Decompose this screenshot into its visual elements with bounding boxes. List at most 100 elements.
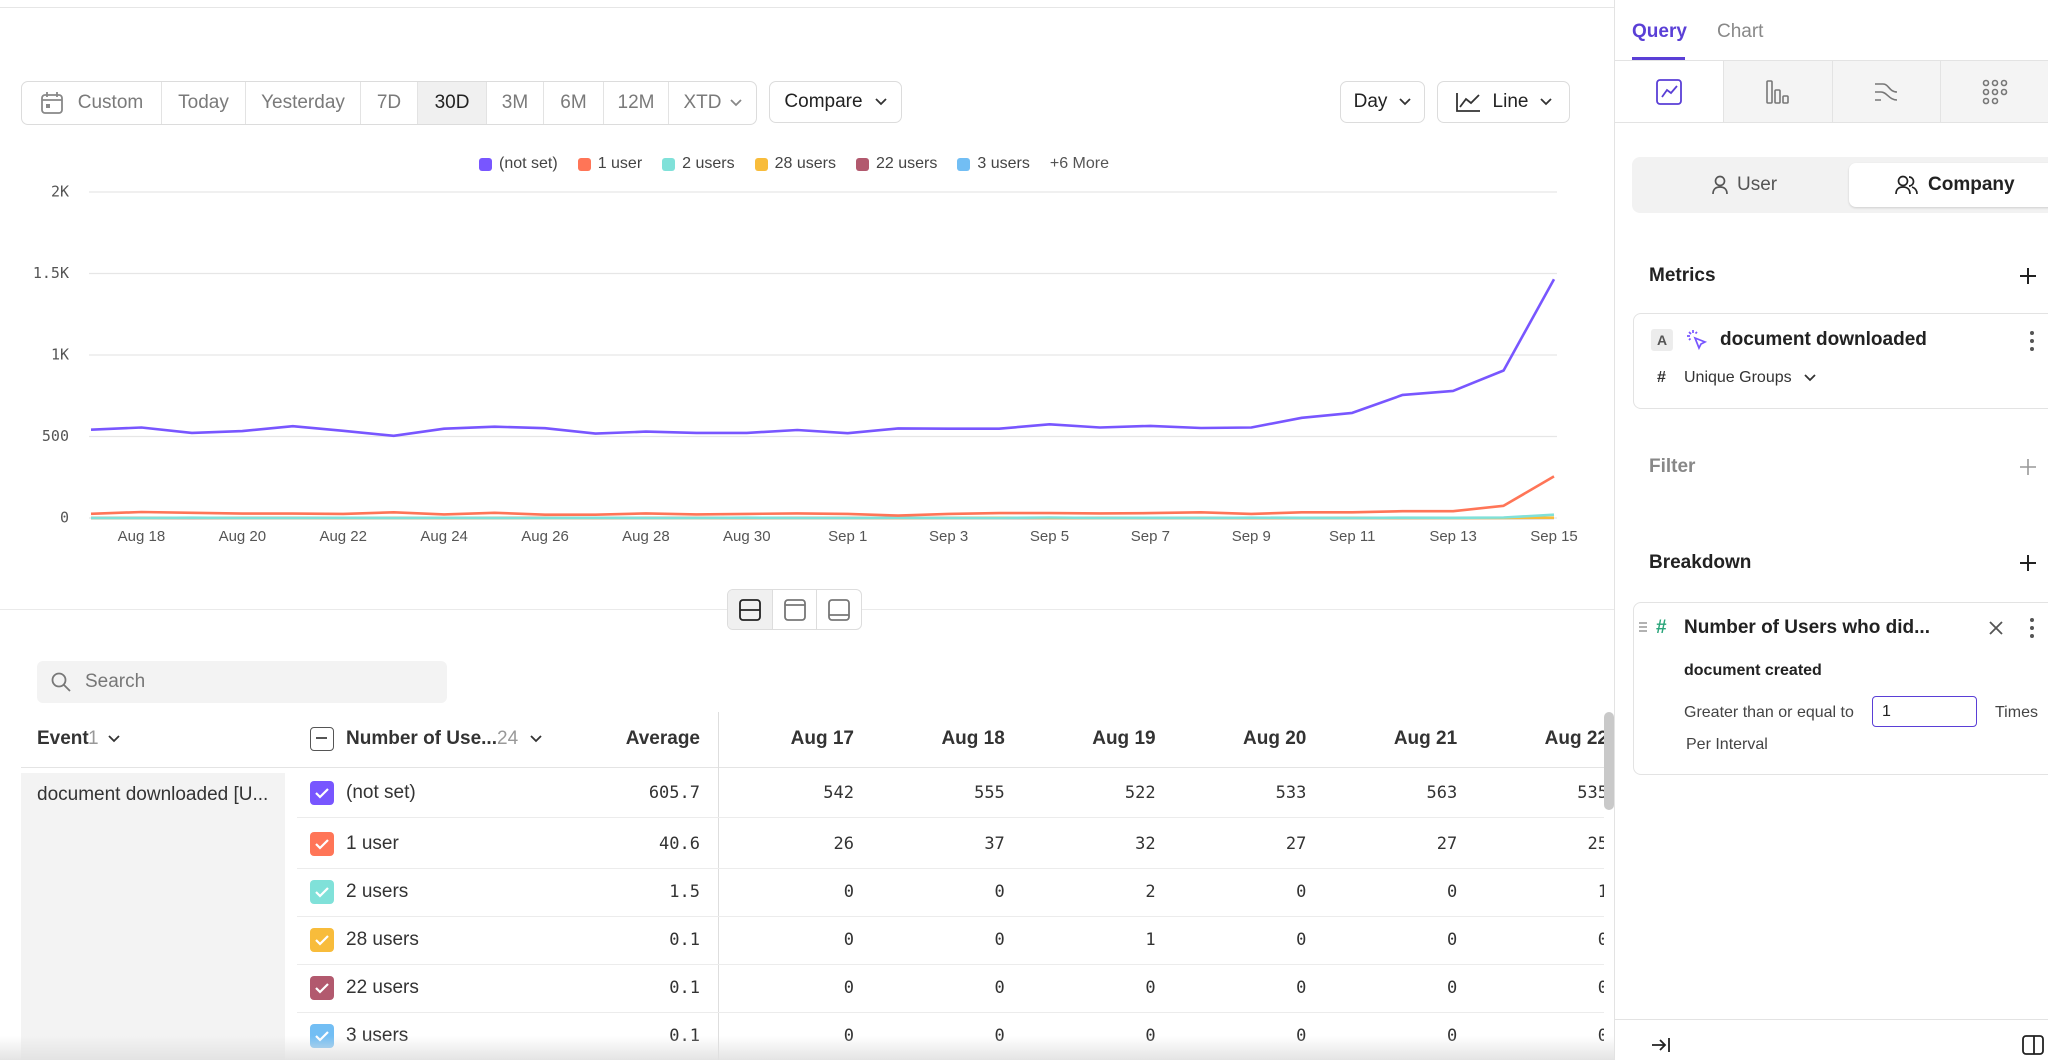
row-average: 40.6 (659, 834, 700, 854)
search-icon (51, 672, 71, 692)
legend-label: 28 users (774, 155, 836, 172)
date-label: XTD (683, 92, 722, 113)
row-checkbox[interactable] (310, 928, 334, 952)
date-range-group: Custom Today Yesterday 7D 30D 3M 6M 12M … (21, 81, 757, 125)
header-checkbox[interactable] (310, 727, 334, 751)
chevron[interactable] (1804, 374, 1816, 382)
row-value: 27 (1285, 834, 1307, 854)
compare-button[interactable]: Compare (769, 81, 902, 123)
close-icon[interactable] (1988, 620, 2004, 636)
entity-company[interactable]: Company (1928, 174, 2015, 195)
chart-style-label: Line (1492, 91, 1529, 112)
row-value: 1 (1145, 930, 1156, 950)
row-checkbox[interactable] (310, 976, 334, 1000)
date-button[interactable]: XTD (669, 82, 756, 124)
bottom-fade (0, 1036, 1614, 1060)
row-value: 37 (984, 834, 1005, 854)
row-average: 605.7 (648, 783, 700, 803)
event-name[interactable]: document downloaded [U... (37, 784, 269, 805)
layout-icon (828, 598, 851, 621)
legend-item[interactable]: 3 users (957, 155, 1030, 173)
date-button[interactable]: Custom (22, 82, 162, 124)
breakdown-symbol: # (1656, 617, 1667, 638)
row-value: 0 (843, 930, 854, 950)
chart-type-flow[interactable] (1832, 61, 1942, 122)
chart-type-bar[interactable] (1723, 61, 1833, 122)
legend-item[interactable]: 22 users (856, 155, 937, 173)
date-button[interactable]: Today (162, 82, 246, 124)
chevron[interactable] (108, 735, 120, 743)
legend-swatch (479, 157, 492, 171)
chart-type-line[interactable] (1615, 61, 1724, 122)
drag-handle[interactable] (1638, 621, 1648, 633)
x-tick-label: Sep 15 (1530, 528, 1578, 545)
breakdown-unit: Times (1995, 704, 2038, 721)
bar-icon (1765, 79, 1789, 104)
legend-label: 1 user (597, 155, 643, 172)
chart-style-button[interactable]: Line (1437, 81, 1570, 123)
y-tick-label: 2K (51, 183, 69, 201)
add-icon[interactable] (2019, 554, 2037, 572)
entity-user[interactable]: User (1737, 174, 1778, 195)
add-icon[interactable] (2019, 267, 2037, 285)
search-placeholder: Search (85, 671, 146, 692)
event-header[interactable]: Event (37, 728, 89, 749)
chevron (729, 99, 742, 107)
legend-item[interactable]: 1 user (577, 155, 643, 173)
chart-type-more[interactable] (1941, 61, 2048, 122)
legend-label: 22 users (876, 155, 938, 172)
row-value: 0 (994, 978, 1005, 998)
tab-chart[interactable]: Chart (1717, 21, 1764, 42)
date-button[interactable]: 12M (604, 82, 669, 124)
flow-icon (1875, 82, 1898, 101)
row-value: 0 (1446, 978, 1458, 998)
row-checkbox[interactable] (310, 880, 334, 904)
row-checkbox[interactable] (310, 832, 334, 856)
layout-bottom[interactable] (817, 590, 861, 629)
date-button[interactable]: 6M (544, 82, 604, 124)
scrollbar[interactable] (1604, 712, 1614, 810)
row-value: 555 (974, 783, 1005, 803)
x-tick-label: Sep 11 (1329, 528, 1375, 545)
panel-icon[interactable] (2022, 1035, 2044, 1055)
x-tick-label: Aug 26 (521, 528, 569, 545)
date-button[interactable]: 7D (361, 82, 418, 124)
x-tick-label: Aug 24 (420, 528, 468, 545)
metric-badge: A (1650, 329, 1674, 351)
breakdown-operator[interactable]: Greater than or equal to (1684, 704, 1854, 721)
more-icon[interactable] (2029, 330, 2035, 352)
legend-item[interactable]: (not set) (479, 155, 558, 173)
interval-button[interactable]: Day (1340, 81, 1425, 123)
breakdown-header[interactable]: Number of Use... (346, 728, 497, 749)
tab-query[interactable]: Query (1632, 21, 1687, 42)
search-box[interactable]: Search (37, 661, 447, 703)
breakdown-period[interactable]: Per Interval (1686, 736, 1768, 753)
chevron[interactable] (530, 735, 542, 743)
event-count: 1 (88, 728, 99, 749)
legend-swatch (856, 157, 869, 171)
layout-top[interactable] (773, 590, 818, 629)
threshold-input[interactable] (1872, 696, 1977, 727)
row-value: 0 (994, 930, 1005, 950)
row-checkbox[interactable] (310, 781, 334, 805)
y-tick-label: 500 (42, 427, 69, 445)
legend-item[interactable]: 2 users (662, 155, 735, 173)
date-button-selected[interactable]: 30D (418, 82, 487, 124)
legend-item[interactable]: 28 users (754, 155, 836, 173)
breakdown-event: document created (1684, 662, 1822, 679)
layout-split[interactable] (728, 590, 773, 629)
x-tick-label: Aug 22 (319, 528, 367, 545)
metric-card[interactable] (1633, 313, 2048, 409)
date-button[interactable]: Yesterday (246, 82, 361, 124)
legend-swatch (754, 157, 768, 171)
row-value: 0 (1296, 882, 1307, 902)
date-button[interactable]: 3M (487, 82, 544, 124)
collapse-icon[interactable] (1651, 1037, 1671, 1053)
series-line (90, 278, 1556, 438)
more-icon[interactable] (2029, 617, 2035, 639)
tab-underline (1632, 57, 1685, 60)
add-icon[interactable] (2019, 458, 2037, 476)
measure-name[interactable]: Unique Groups (1684, 369, 1792, 386)
legend-more[interactable]: +6 More (1049, 155, 1109, 172)
chart: 0 500 1K 1.5K 2K Aug 18 Aug 20 Aug 22 Aug 24 Aug … (33, 183, 1578, 545)
